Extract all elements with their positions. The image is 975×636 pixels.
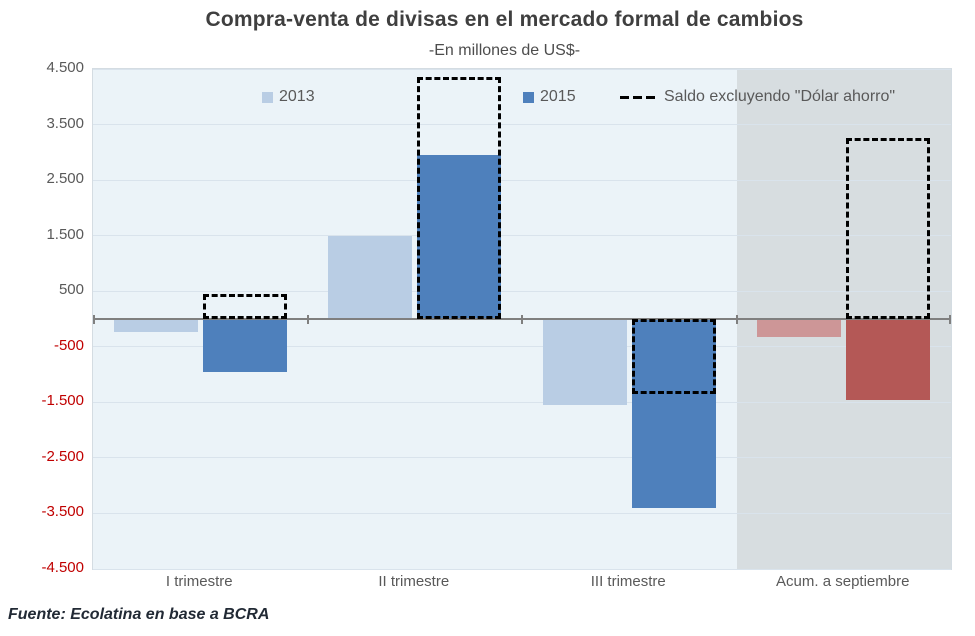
legend-swatch-2015 <box>523 91 534 103</box>
bar-2015-I trimestre <box>202 319 287 372</box>
ytick-label: -2.500 <box>41 447 84 465</box>
plot-area <box>92 68 952 570</box>
saldo-box-II trimestre <box>417 77 502 319</box>
xtick-label: I trimestre <box>165 573 233 590</box>
gridline <box>93 568 951 570</box>
saldo-box-III trimestre <box>631 319 716 394</box>
bar-2015-II trimestre <box>417 155 502 319</box>
ytick-label: 4.500 <box>46 59 84 76</box>
axis-tick <box>93 315 95 324</box>
axis-tick <box>306 315 309 324</box>
gridline <box>93 179 951 181</box>
gridline <box>93 68 951 70</box>
chart-subtitle: -En millones de US$- <box>428 42 581 59</box>
gridline <box>93 124 951 126</box>
gridline <box>93 512 951 514</box>
saldo-box-Acum. a septiembre <box>846 138 931 319</box>
ytick-label: -3.500 <box>41 503 84 521</box>
saldo-box-I trimestre <box>202 294 287 319</box>
legend-item-2013: 2013 <box>262 88 315 106</box>
legend-label-2013: 2013 <box>279 88 315 105</box>
dashed-line-icon <box>620 95 659 99</box>
ytick-label: -4.500 <box>41 559 84 576</box>
ytick-label: 2.500 <box>46 170 84 188</box>
ytick-label: 3.500 <box>46 114 84 132</box>
legend-label-saldo: Saldo excluyendo "Dólar ahorro" <box>664 88 896 105</box>
gridline <box>93 290 951 292</box>
ytick-label: 1.500 <box>46 225 84 243</box>
gridline <box>93 457 951 459</box>
axis-tick <box>735 315 738 324</box>
ytick-label: -500 <box>53 336 84 354</box>
bar-2015-Acum. a septiembre <box>846 319 931 400</box>
legend-label-2015: 2015 <box>540 88 576 105</box>
ytick-label: -1.500 <box>41 392 84 410</box>
axis-tick <box>949 315 951 324</box>
bar-2013-II trimestre <box>328 235 413 319</box>
xtick-label: II trimestre <box>378 573 450 590</box>
xtick-label: III trimestre <box>590 573 666 590</box>
gridline <box>93 401 951 403</box>
xtick-label: Acum. a septiembre <box>776 573 910 590</box>
legend-swatch-2013 <box>262 91 273 103</box>
bar-2013-Acum. a septiembre <box>757 319 842 338</box>
bar-2013-I trimestre <box>113 319 198 332</box>
legend-item-2015: 2015 <box>523 88 576 106</box>
chart-title: Compra-venta de divisas en el mercado fo… <box>205 8 804 31</box>
legend-item-saldo: Saldo excluyendo "Dólar ahorro" <box>620 88 895 106</box>
bar-2013-III trimestre <box>542 319 627 406</box>
bar-2015-III trimestre <box>631 319 716 508</box>
axis-tick <box>521 315 523 324</box>
gridline <box>93 235 951 237</box>
gridline <box>93 346 951 348</box>
source-note: Fuente: Ecolatina en base a BCRA <box>8 606 270 623</box>
ytick-label: 500 <box>58 281 84 299</box>
